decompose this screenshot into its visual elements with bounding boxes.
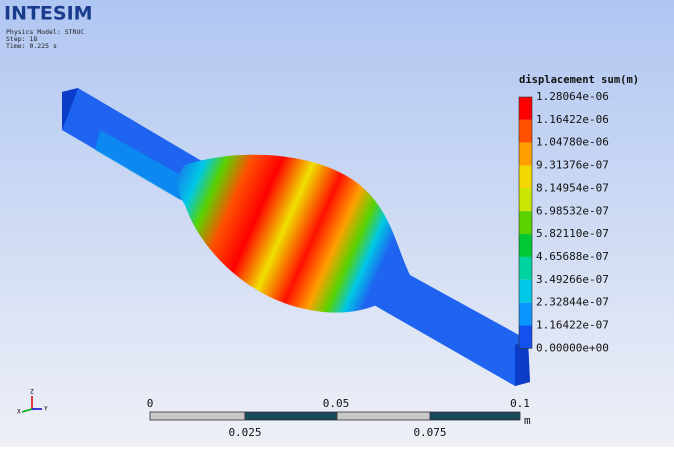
legend: 1.28064e-06 1.16422e-06 1.04780e-06 9.31376…: [518, 90, 609, 354]
triad: Z X Y: [17, 389, 48, 416]
legend-title: displacement sum(m): [519, 74, 639, 86]
scale-bar: [149, 411, 521, 421]
scale-segment: [244, 411, 338, 421]
legend-band: [519, 142, 532, 166]
legend-label: 0.00000e+00: [536, 341, 609, 354]
pipe-shade: [95, 130, 190, 200]
scale-segment: [149, 411, 246, 421]
scale-segment: [336, 411, 431, 421]
triad-label: Y: [44, 406, 48, 413]
legend-label: 1.04780e-06: [536, 136, 609, 149]
legend-frame: [518, 96, 533, 349]
legend-label: 4.65688e-07: [536, 250, 609, 263]
legend-label: 5.82110e-07: [536, 227, 609, 240]
legend-label: 2.32844e-07: [536, 296, 609, 309]
scale-labels: 0 0.05 0.1 0.025 0.075 m: [147, 397, 531, 439]
bulge: [177, 154, 410, 313]
info-line: Step: 18: [6, 35, 37, 43]
legend-band: [519, 256, 532, 280]
info-line: Physics Model: STRUC: [6, 28, 84, 36]
pipe-end: [515, 340, 530, 386]
legend-label: 8.14954e-07: [536, 181, 609, 194]
axis-x: [21, 408, 33, 413]
legend-band: [519, 325, 532, 349]
info-line: Time: 0.225 s: [6, 42, 57, 50]
legend-band: [519, 302, 532, 326]
triad-label: Z: [30, 389, 34, 396]
legend-band: [519, 234, 532, 257]
scale-label: 0.1: [510, 397, 530, 410]
model: [62, 88, 530, 386]
legend-label: 9.31376e-07: [536, 159, 609, 172]
legend-label: 1.16422e-06: [536, 113, 609, 126]
legend-band: [519, 279, 532, 303]
scale-segment: [429, 411, 521, 421]
scale-label: 0.075: [413, 426, 446, 439]
legend-label: 1.28064e-06: [536, 90, 609, 103]
legend-band: [519, 188, 532, 212]
scale-label: 0: [147, 397, 154, 410]
legend-band: [519, 165, 532, 189]
legend-label: 3.49266e-07: [536, 273, 609, 286]
logo: INTESIM: [4, 3, 93, 25]
legend-label: 1.16422e-07: [536, 319, 609, 332]
legend-band: [519, 97, 532, 120]
legend-band: [519, 211, 532, 235]
legend-label: 6.98532e-07: [536, 204, 609, 217]
legend-band: [519, 119, 532, 143]
scale-label: 0.05: [323, 397, 350, 410]
scale-label: 0.025: [228, 426, 261, 439]
pipe-end: [62, 88, 78, 130]
scale-unit: m: [524, 414, 531, 427]
triad-label: X: [17, 409, 21, 416]
